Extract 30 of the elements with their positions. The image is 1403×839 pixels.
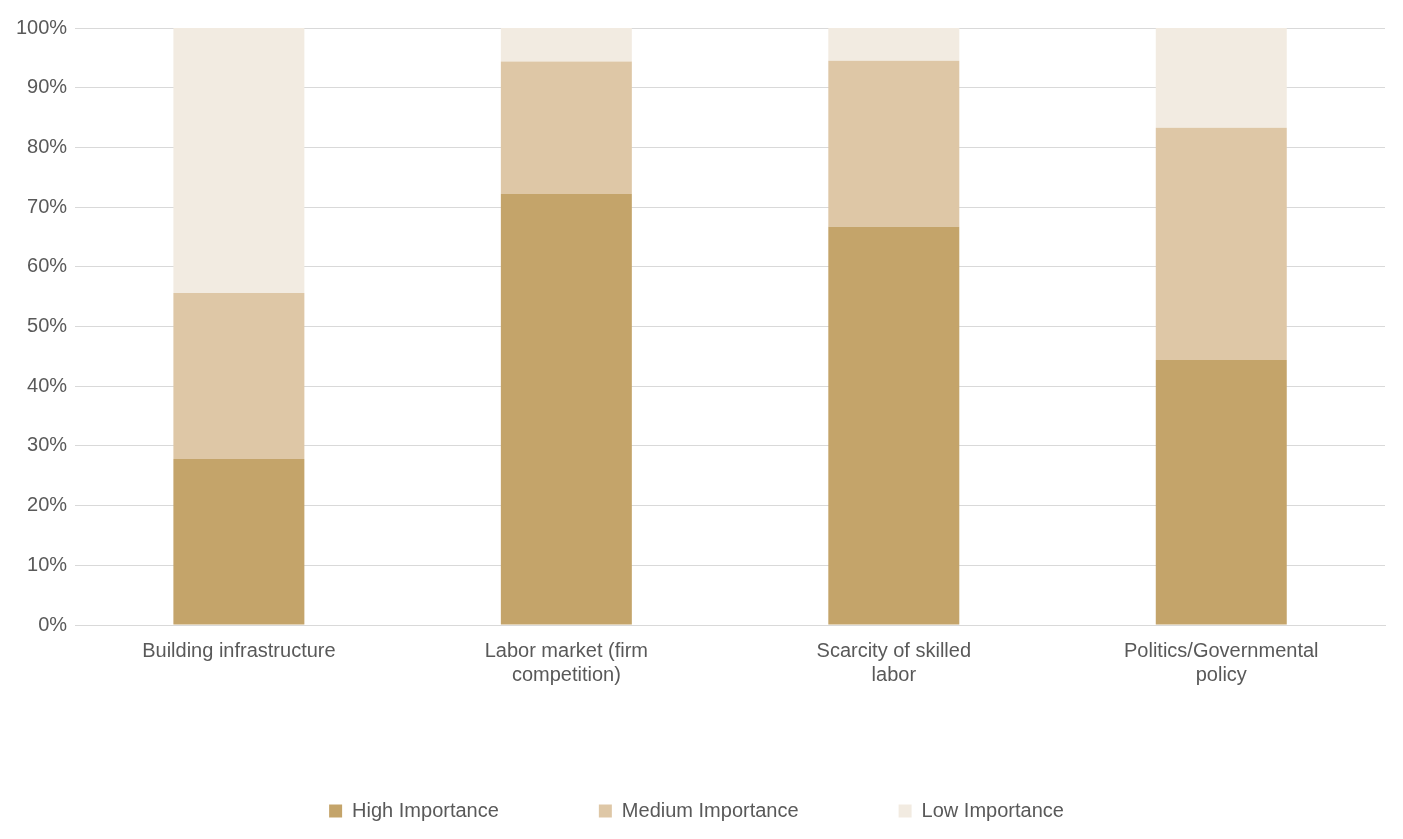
bar (1155, 28, 1287, 128)
legend-label: High Importance (352, 798, 499, 821)
bar (500, 28, 632, 62)
legend-label: Medium Importance (621, 798, 799, 821)
bar (173, 28, 305, 294)
y-tick-label: 60% (27, 254, 68, 277)
legend-label: Low Importance (921, 798, 1064, 821)
y-tick-label: 20% (27, 493, 68, 516)
y-tick-label: 30% (27, 433, 68, 456)
bar (173, 293, 305, 460)
bar (828, 60, 960, 227)
bar (1155, 127, 1287, 360)
bar (500, 61, 632, 194)
bar (828, 28, 960, 61)
x-tick-label: Labor market (firm competition) (484, 638, 649, 685)
x-tick-label: Building infrastructure (142, 638, 336, 661)
y-tick-label: 70% (27, 194, 68, 217)
x-tick-label: Scarcity of skilled labor (816, 638, 972, 685)
bar (828, 226, 960, 625)
y-tick-label: 100% (16, 15, 68, 38)
y-tick-label: 80% (27, 134, 68, 157)
x-tick-label: Politics/Governmental policy (1124, 638, 1319, 685)
y-tick-label: 10% (27, 552, 68, 575)
bar (500, 193, 632, 625)
y-tick-label: 40% (27, 373, 68, 396)
bar (1155, 359, 1287, 625)
y-tick-label: 50% (27, 314, 68, 337)
y-tick-label: 0% (38, 612, 68, 635)
bar (173, 459, 305, 625)
y-tick-label: 90% (27, 75, 68, 98)
